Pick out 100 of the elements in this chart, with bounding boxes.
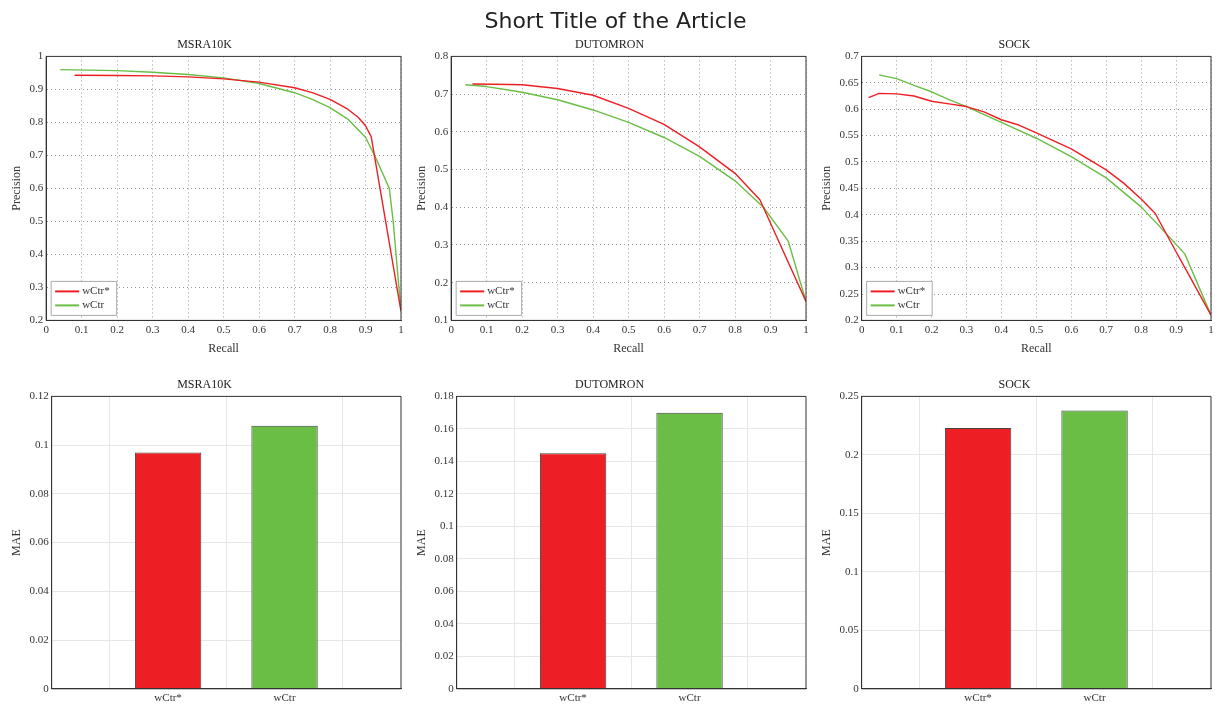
y-tick-label: 0.1 <box>434 313 449 326</box>
y-tick-label: 0.02 <box>434 649 454 662</box>
y-tick-label: 0.4 <box>29 247 44 260</box>
y-tick-label: 0.04 <box>434 616 455 629</box>
y-tick-label: 0.16 <box>434 421 455 434</box>
y-tick-label: 0.7 <box>29 148 44 161</box>
legend-label: wCtr <box>897 298 920 311</box>
y-tick-label: 0.2 <box>844 447 859 460</box>
legend-label: wCtr* <box>897 284 926 297</box>
y-tick-label: 0.8 <box>29 115 44 128</box>
y-axis-title: MAE <box>819 529 834 556</box>
text: Short Title of the Article <box>484 8 747 33</box>
y-tick-label: 0.02 <box>29 632 49 645</box>
x-tick-label: wCtr <box>273 691 296 704</box>
chart-title: SOCK <box>998 37 1031 52</box>
legend-label: wCtr* <box>82 284 110 297</box>
y-axis-title: MAE <box>9 529 24 556</box>
y-tick-label: 0.55 <box>839 128 860 141</box>
chart-title: DUTOMRON <box>574 37 645 52</box>
x-tick-label: 0.3 <box>145 322 160 335</box>
x-tick-label: 0.3 <box>550 322 565 335</box>
x-tick-label: 0.9 <box>763 322 778 335</box>
y-tick-label: 0.9 <box>29 82 44 95</box>
y-tick-label: 0.65 <box>839 75 860 88</box>
y-tick-label: 0.1 <box>34 438 49 451</box>
y-tick-label: 0.25 <box>839 286 860 299</box>
x-axis-title: Recall <box>208 340 240 355</box>
x-tick-label: 0.1 <box>479 322 494 335</box>
x-tick-label: 0.2 <box>110 322 124 335</box>
y-tick-label: 1 <box>37 49 44 62</box>
chart-title: SOCK <box>998 377 1031 392</box>
x-tick-label: wCtr <box>1083 691 1106 704</box>
x-tick-label: 0.2 <box>515 322 529 335</box>
y-tick-label: 0.14 <box>434 454 455 467</box>
x-tick-label: 0.6 <box>252 322 267 335</box>
x-tick-label: 0.1 <box>74 322 89 335</box>
x-axis-title: Recall <box>1021 340 1053 355</box>
chart-title: MSRA10K <box>177 37 233 52</box>
x-tick-label: 1 <box>803 322 809 335</box>
y-tick-label: 0.15 <box>839 506 860 519</box>
chart-title: MSRA10K <box>177 377 233 392</box>
x-tick-label: 0.9 <box>358 322 373 335</box>
y-tick-label: 0.05 <box>839 623 860 636</box>
x-tick-label: 0.8 <box>728 322 743 335</box>
x-tick-label: 0.1 <box>889 322 904 335</box>
y-axis-title: Precision <box>9 166 24 211</box>
y-tick-label: 0.5 <box>844 154 860 167</box>
y-tick-label: 0.4 <box>434 200 449 213</box>
x-tick-label: 0.7 <box>287 322 302 335</box>
y-tick-label: 0.3 <box>29 280 44 293</box>
x-tick-label: 0.2 <box>924 322 939 335</box>
x-tick-label: 0.6 <box>657 322 672 335</box>
y-tick-label: 0.8 <box>434 49 449 62</box>
y-tick-label: 0.7 <box>844 49 860 62</box>
x-tick-label: wCtr* <box>559 691 587 704</box>
y-tick-label: 0.06 <box>434 584 455 597</box>
y-tick-label: 0.1 <box>439 519 454 532</box>
y-axis-title: Precision <box>819 166 834 211</box>
x-tick-label: 0.5 <box>216 322 231 335</box>
x-tick-label: 0.4 <box>586 322 601 335</box>
y-tick-label: 0.3 <box>434 237 449 250</box>
x-tick-label: 0.7 <box>692 322 707 335</box>
y-tick-label: 0.6 <box>29 181 44 194</box>
y-tick-label: 0.5 <box>434 162 449 175</box>
x-tick-label: 0.8 <box>1134 322 1149 335</box>
x-tick-label: 0.5 <box>621 322 636 335</box>
y-tick-label: 0.2 <box>844 313 859 326</box>
y-axis-title: MAE <box>414 529 429 556</box>
y-tick-label: 0.12 <box>29 389 49 402</box>
y-tick-label: 0.35 <box>839 234 860 247</box>
y-tick-label: 0.08 <box>434 551 455 564</box>
y-tick-label: 0.12 <box>434 486 454 499</box>
legend-label: wCtr <box>82 298 105 311</box>
chart-title: DUTOMRON <box>574 377 645 392</box>
x-tick-label: 0.9 <box>1169 322 1184 335</box>
y-tick-label: 0.6 <box>434 124 449 137</box>
y-tick-label: 0.1 <box>844 564 859 577</box>
x-tick-label: 0.5 <box>1029 322 1044 335</box>
x-tick-label: 1 <box>1208 322 1214 335</box>
x-tick-label: 0.4 <box>181 322 196 335</box>
y-tick-label: 0 <box>853 681 860 694</box>
y-tick-label: 0 <box>43 681 50 694</box>
x-tick-label: wCtr <box>678 691 701 704</box>
y-tick-label: 0.6 <box>844 102 860 115</box>
y-tick-label: 0.2 <box>29 313 44 326</box>
y-tick-label: 0.25 <box>839 389 860 402</box>
legend-label: wCtr <box>487 298 510 311</box>
x-tick-label: 0.6 <box>1064 322 1079 335</box>
x-axis-title: Recall <box>613 340 645 355</box>
y-tick-label: 0.08 <box>29 486 50 499</box>
x-tick-label: wCtr* <box>964 691 992 704</box>
x-tick-label: 0.8 <box>323 322 338 335</box>
y-tick-label: 0 <box>448 681 455 694</box>
y-tick-label: 0.45 <box>839 181 860 194</box>
x-tick-label: 0.7 <box>1099 322 1114 335</box>
y-tick-label: 0.2 <box>434 275 449 288</box>
y-tick-label: 0.18 <box>434 389 455 402</box>
y-axis-title: Precision <box>414 166 429 211</box>
y-tick-label: 0.04 <box>29 584 50 597</box>
y-tick-label: 0.4 <box>844 207 860 220</box>
